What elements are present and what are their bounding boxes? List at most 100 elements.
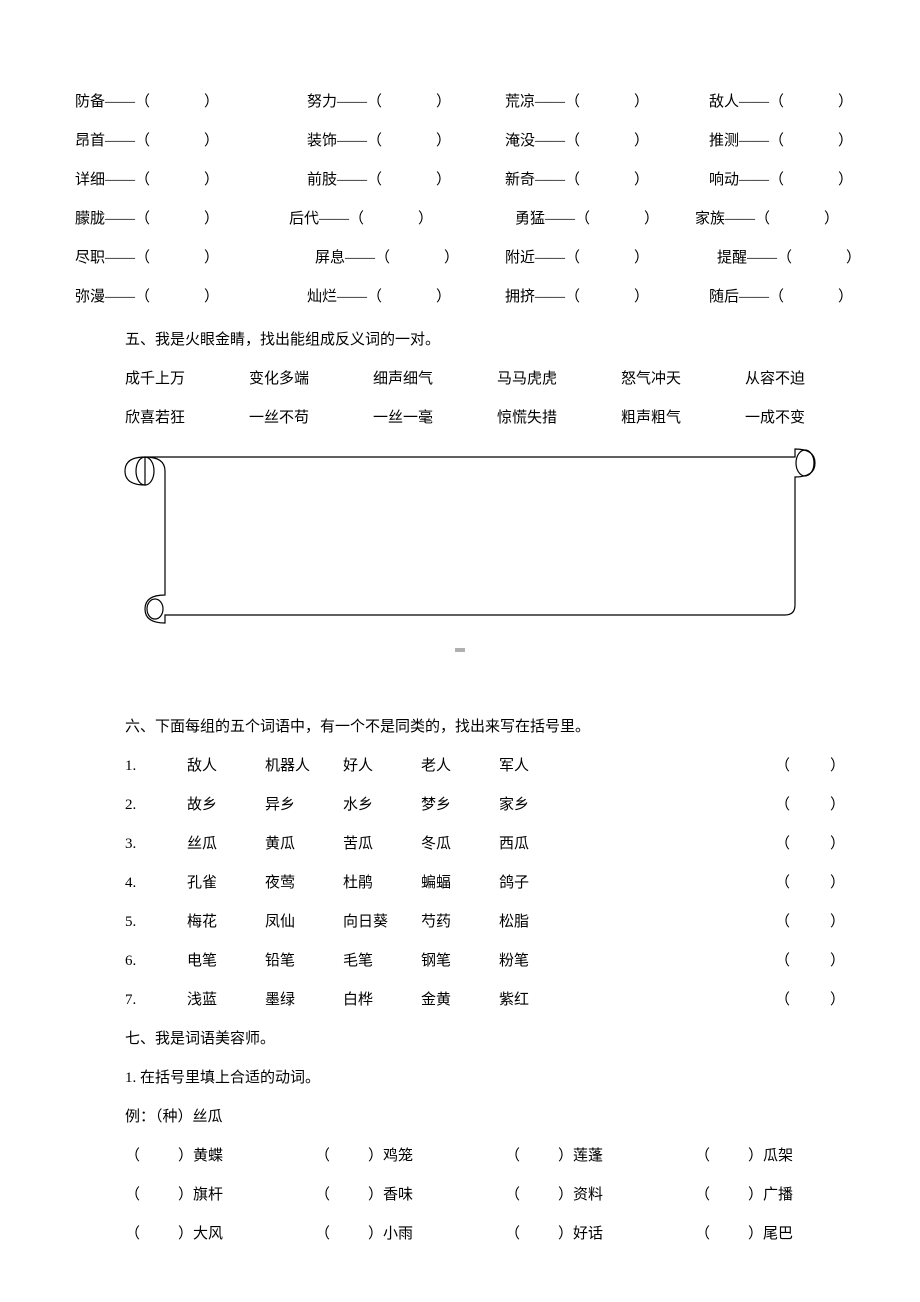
option-word: 芍药 [421,910,499,931]
option-word: 金黄 [421,988,499,1009]
paren-close: ） [178,1187,193,1203]
answer-blank[interactable] [580,129,634,150]
answer-blank[interactable] [784,90,838,111]
option-word: 水乡 [343,793,421,814]
paren-close: ） [204,207,219,228]
option-word: 松脂 [499,910,577,931]
answer-blank[interactable] [150,90,204,111]
paren-open: （ [125,1148,140,1164]
synonym-word: 详细—— [75,168,135,189]
paren-close: ） [634,129,649,150]
synonym-word: 随后—— [709,285,769,306]
answer-blank[interactable] [390,246,444,267]
synonym-item: 推测——（） [681,129,853,150]
answer-paren[interactable]: （） [765,832,845,853]
verb-fill-item: （）大风 [125,1222,315,1243]
answer-blank[interactable] [784,285,838,306]
synonym-word: 附近—— [505,246,565,267]
synonym-word: 淹没—— [505,129,565,150]
answer-blank[interactable] [382,129,436,150]
paren-open: （ [505,1187,520,1203]
answer-paren[interactable]: （） [765,949,845,970]
synonym-item: 朦胧——（） [75,207,275,228]
paren-open: （ [125,1226,140,1242]
synonym-row: 详细——（）前肢——（）新奇——（）响动——（） [75,168,845,189]
paren-close: ） [838,129,853,150]
paren-close: ） [418,207,433,228]
synonym-word: 弥漫—— [75,285,135,306]
answer-blank[interactable] [784,129,838,150]
answer-blank[interactable] [382,285,436,306]
paren-close: ） [204,90,219,111]
synonym-item: 敌人——（） [681,90,853,111]
paren-open: （ [565,168,580,189]
verb-fill-item: （）黄蝶 [125,1144,315,1165]
paren-open: （ [769,129,784,150]
page-center-marker [455,648,465,652]
paren-open: （ [135,285,150,306]
synonym-item: 前肢——（） [275,168,485,189]
option-word: 粉笔 [499,949,577,970]
answer-blank[interactable] [580,90,634,111]
verb-fill-item: （）旗杆 [125,1183,315,1204]
word-options: 敌人机器人好人老人军人 [187,754,765,775]
paren-close: ） [634,285,649,306]
answer-paren[interactable]: （） [765,793,845,814]
noun-word: 鸡笼 [383,1148,413,1164]
answer-blank[interactable] [382,90,436,111]
synonym-item: 装饰——（） [275,129,485,150]
answer-paren[interactable]: （） [765,988,845,1009]
answer-paren[interactable]: （） [765,754,845,775]
answer-paren[interactable]: （） [765,871,845,892]
answer-blank[interactable] [150,285,204,306]
section5-title: 五、我是火眼金睛，找出能组成反义词的一对。 [75,328,845,349]
answer-blank[interactable] [792,246,846,267]
synonym-word: 尽职—— [75,246,135,267]
answer-blank[interactable] [364,207,418,228]
answer-blank[interactable] [784,168,838,189]
answer-blank[interactable] [580,246,634,267]
idiom-word: 一丝不苟 [249,406,373,427]
idiom-word: 细声细气 [373,367,497,388]
answer-blank[interactable] [580,285,634,306]
paren-close: ） [436,90,451,111]
category-question-row: 3.丝瓜黄瓜苦瓜冬瓜西瓜（） [75,832,845,853]
answer-blank[interactable] [590,207,644,228]
paren-open: （ [565,246,580,267]
answer-paren[interactable]: （） [765,910,845,931]
noun-word: 黄蝶 [193,1148,223,1164]
section5-row1: 成千上万变化多端细声细气马马虎虎怒气冲天从容不迫 [75,367,845,388]
noun-word: 莲蓬 [573,1148,603,1164]
paren-close: ） [204,129,219,150]
answer-blank[interactable] [150,129,204,150]
answer-blank[interactable] [770,207,824,228]
answer-blank[interactable] [150,207,204,228]
option-word: 杜鹃 [343,871,421,892]
option-word: 敌人 [187,754,265,775]
option-word: 老人 [421,754,499,775]
synonym-word: 家族—— [695,207,755,228]
section7-example: 例：（种）丝瓜 [75,1105,845,1126]
noun-word: 香味 [383,1187,413,1203]
idiom-word: 怒气冲天 [621,367,745,388]
paren-open: （ [315,1226,330,1242]
paren-open: （ [505,1226,520,1242]
answer-blank[interactable] [150,246,204,267]
paren-close: ） [846,246,861,267]
synonym-row: 弥漫——（）灿烂——（）拥挤——（）随后——（） [75,285,845,306]
paren-close: ） [436,285,451,306]
paren-open: （ [769,285,784,306]
option-word: 军人 [499,754,577,775]
answer-blank[interactable] [580,168,634,189]
idiom-word: 一丝一毫 [373,406,497,427]
paren-close: ） [436,129,451,150]
answer-blank[interactable] [382,168,436,189]
paren-open: （ [505,1148,520,1164]
paren-close: ） [634,168,649,189]
paren-close: ） [444,246,459,267]
answer-blank[interactable] [150,168,204,189]
paren-open: （ [135,246,150,267]
paren-close: ） [178,1226,193,1242]
verb-fill-item: （）资料 [505,1183,695,1204]
paren-close: ） [634,246,649,267]
